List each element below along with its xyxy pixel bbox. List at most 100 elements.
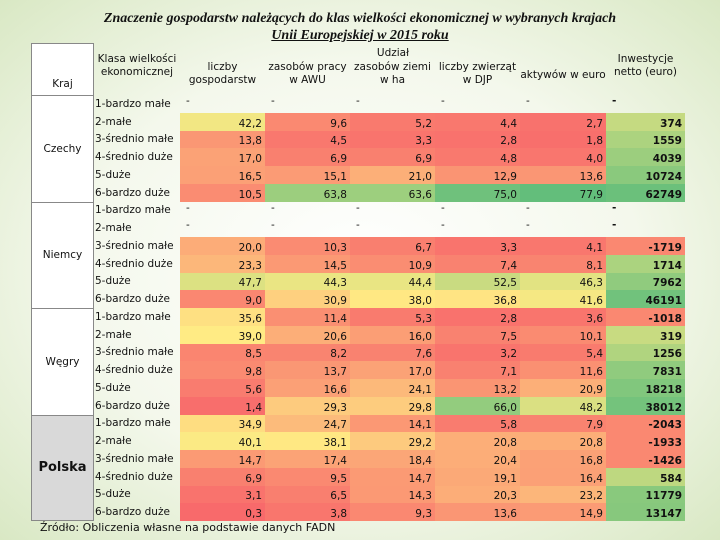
table-cell: 13,2 xyxy=(435,379,520,397)
table-cell: 48,2 xyxy=(520,396,606,415)
table-cell: 46,3 xyxy=(520,272,606,291)
table-cell: 0,3 xyxy=(180,503,265,521)
table-cell: 75,0 xyxy=(435,183,520,202)
table-cell: -1426 xyxy=(606,450,685,468)
table-cell: 38012 xyxy=(606,396,685,415)
table-cell: - xyxy=(441,95,445,107)
table-cell: 17,0 xyxy=(350,361,435,379)
table-cell: 3,3 xyxy=(350,130,435,149)
table-cell: 19,1 xyxy=(435,467,520,486)
table-cell: 3,3 xyxy=(435,237,520,255)
title-line-2: Unii Europejskiej w 2015 roku xyxy=(271,28,449,43)
table-cell: 24,1 xyxy=(350,379,435,397)
table-cell: 13147 xyxy=(606,503,685,521)
size-class-label: 2-małe xyxy=(95,222,132,235)
size-class-label: 4-średnio duże xyxy=(95,151,173,164)
header-udzial: Udział xyxy=(376,47,410,59)
table-cell: 30,9 xyxy=(265,290,350,308)
header-kraj: Kraj xyxy=(31,43,94,95)
table-cell: -2043 xyxy=(606,414,685,433)
table-cell: 2,8 xyxy=(435,130,520,149)
table-cell: 44,3 xyxy=(265,272,350,291)
table-cell: 3,1 xyxy=(180,485,265,504)
table-cell: 9,5 xyxy=(265,467,350,486)
country-label: Czechy xyxy=(31,95,94,202)
table-cell: 5,8 xyxy=(435,414,520,433)
table-cell: 52,5 xyxy=(435,272,520,291)
table-cell: 8,1 xyxy=(520,254,606,273)
table-cell: 1714 xyxy=(606,254,685,273)
table-cell: 20,3 xyxy=(435,485,520,504)
table-cell: 11,6 xyxy=(520,361,606,379)
table-cell: 6,5 xyxy=(265,485,350,504)
header-udzial-group: Udział liczby gospodarstw zasobów pracy … xyxy=(180,43,606,95)
size-class-label: 5-duże xyxy=(95,168,131,181)
table-cell: 6,9 xyxy=(180,467,265,486)
size-class-label: 6-bardzo duże xyxy=(95,186,170,199)
table-cell: 77,9 xyxy=(520,183,606,202)
table-cell: 38,0 xyxy=(350,290,435,308)
table-cell: 7,5 xyxy=(435,325,520,344)
table-cell: 8,5 xyxy=(180,343,265,362)
table-cell: 16,5 xyxy=(180,166,265,184)
table-cell: 9,6 xyxy=(265,112,350,131)
country-label: Niemcy xyxy=(31,201,94,308)
table-cell: 3,2 xyxy=(435,343,520,362)
size-class-label: 1-bardzo małe xyxy=(95,417,171,430)
table-cell: 7,9 xyxy=(520,414,606,433)
table-cell: - xyxy=(356,201,360,214)
table-cell: - xyxy=(356,219,360,232)
table-cell: 10,9 xyxy=(350,254,435,273)
table-cell: 6,7 xyxy=(350,237,435,255)
size-class-label: 5-duże xyxy=(95,381,131,394)
table-cell: 13,6 xyxy=(520,166,606,184)
table-cell: 23,2 xyxy=(520,485,606,504)
table-cell: 41,6 xyxy=(520,290,606,308)
size-class-label: 6-bardzo duże xyxy=(95,399,170,412)
table-cell: 7,6 xyxy=(350,343,435,362)
table-cell: 13,8 xyxy=(180,130,265,149)
data-table: Kraj Klasa wielkości ekonomicznej Udział… xyxy=(31,43,685,521)
table-cell: 14,5 xyxy=(265,254,350,273)
size-class-label: 3-średnio małe xyxy=(95,133,174,146)
table-cell: 10,3 xyxy=(265,237,350,255)
size-class-label: 5-duże xyxy=(95,488,131,501)
table-cell: 374 xyxy=(606,112,685,131)
table-cell: 7,4 xyxy=(435,254,520,273)
header-klasa: Klasa wielkości ekonomicznej xyxy=(97,53,177,78)
table-cell: 18218 xyxy=(606,379,685,397)
table-cell: 18,4 xyxy=(350,450,435,468)
table-cell: 7,1 xyxy=(435,361,520,379)
table-cell: 63,8 xyxy=(265,183,350,202)
table-cell: 11779 xyxy=(606,485,685,504)
table-cell: 29,3 xyxy=(265,396,350,415)
table-cell: 1559 xyxy=(606,130,685,149)
table-cell: 20,4 xyxy=(435,450,520,468)
table-cell: - xyxy=(271,219,275,232)
table-cell: 2,8 xyxy=(435,308,520,326)
table-cell: 17,0 xyxy=(180,148,265,166)
table-cell: 38,1 xyxy=(265,432,350,450)
table-cell: 35,6 xyxy=(180,308,265,326)
size-class-label: 3-średnio małe xyxy=(95,239,174,252)
table-cell: 40,1 xyxy=(180,432,265,450)
table-cell: 4039 xyxy=(606,148,685,166)
table-cell: 584 xyxy=(606,467,685,486)
table-cell: 4,0 xyxy=(520,148,606,166)
size-class-label: 6-bardzo duże xyxy=(95,293,170,306)
size-class-label: 1-bardzo małe xyxy=(95,310,171,323)
table-cell: 46191 xyxy=(606,290,685,308)
table-cell: 5,4 xyxy=(520,343,606,362)
table-cell: 5,3 xyxy=(350,308,435,326)
table-cell: 14,9 xyxy=(520,503,606,521)
table-cell: 319 xyxy=(606,325,685,344)
header-zasoby-ziemi: zasobów ziemi w ha xyxy=(354,61,431,86)
table-cell: 14,3 xyxy=(350,485,435,504)
header-aktywow: aktywów w euro xyxy=(520,69,606,81)
table-cell: 4,8 xyxy=(435,148,520,166)
table-cell: 10,1 xyxy=(520,325,606,344)
size-class-label: 3-średnio małe xyxy=(95,346,174,359)
table-cell: -1719 xyxy=(606,237,685,255)
table-cell: 1,8 xyxy=(520,130,606,149)
table-cell: 13,6 xyxy=(435,503,520,521)
